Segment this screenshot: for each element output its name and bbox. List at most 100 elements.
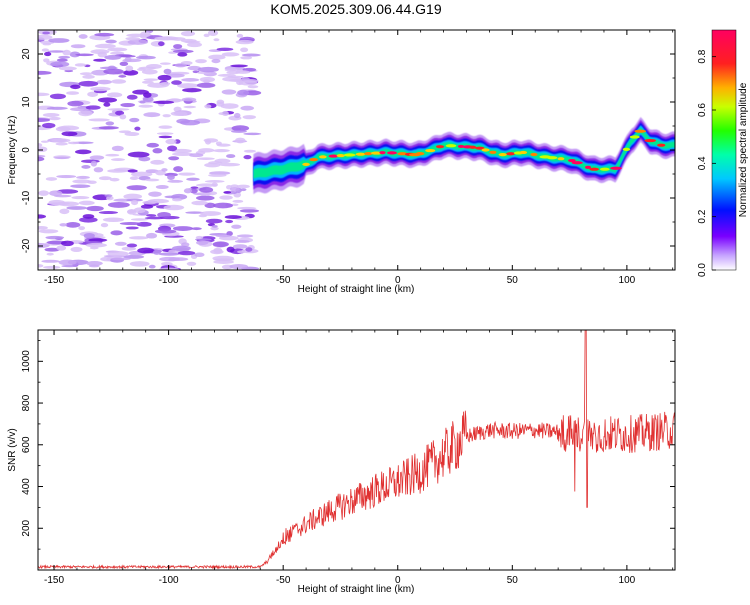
noise-blob — [120, 102, 136, 108]
noise-blob — [102, 217, 125, 222]
noise-blob — [58, 55, 71, 59]
noise-blob — [56, 174, 77, 179]
noise-blob — [124, 56, 132, 63]
noise-blob — [114, 241, 127, 246]
noise-blob — [43, 58, 50, 63]
noise-blob — [80, 159, 100, 163]
ridge-hotspot — [568, 158, 576, 163]
noise-blob — [126, 33, 147, 38]
noise-blob — [87, 180, 97, 185]
noise-blob — [48, 199, 66, 206]
colorbar-tick-label: 0.4 — [697, 156, 708, 170]
noise-blob — [177, 52, 188, 57]
noise-blob — [110, 51, 125, 55]
noise-blob — [90, 49, 110, 55]
noise-blob — [119, 114, 127, 120]
noise-blob — [181, 78, 200, 82]
noise-blob — [125, 37, 140, 41]
noise-blob — [221, 110, 229, 116]
noise-blob — [236, 184, 250, 189]
noise-blob — [78, 110, 93, 117]
noise-blob — [49, 93, 66, 100]
x-tick-label: -50 — [276, 575, 291, 586]
noise-blob — [55, 142, 68, 146]
noise-blob — [167, 145, 178, 152]
ridge-hotspot — [370, 151, 383, 155]
x-tick-label: -100 — [159, 275, 179, 286]
noise-blob — [78, 34, 88, 39]
noise-blob — [107, 251, 129, 257]
ridge-band-1 — [253, 119, 675, 190]
noise-blob — [78, 80, 99, 87]
noise-blob — [98, 126, 119, 130]
colorbar-tick-label: 0.6 — [697, 103, 708, 117]
ridge-hotspot — [599, 167, 610, 171]
noise-blob — [105, 153, 120, 157]
ridge-hotspot — [629, 135, 640, 139]
noise-blob — [62, 49, 71, 56]
noise-blob — [54, 156, 70, 160]
noise-blob — [195, 59, 207, 64]
noise-blob — [231, 224, 242, 229]
noise-blob — [43, 265, 61, 269]
noise-blob — [138, 104, 154, 108]
noise-blob — [118, 74, 127, 78]
noise-blob — [48, 116, 61, 121]
x-tick-label: -150 — [44, 275, 64, 286]
noise-blob — [179, 119, 201, 126]
noise-blob — [107, 201, 130, 208]
snr-background — [38, 330, 675, 570]
x-tick-label: -150 — [44, 575, 64, 586]
noise-blob — [146, 232, 158, 239]
noise-blob — [94, 32, 115, 37]
noise-blob — [226, 154, 236, 159]
noise-blob — [167, 174, 175, 180]
x-tick-label: -100 — [159, 575, 179, 586]
ridge-hotspot — [546, 156, 558, 160]
x-tick-label: 0 — [395, 275, 401, 286]
noise-blob — [38, 143, 43, 147]
colorbar-tick-label: 0.8 — [697, 49, 708, 63]
ridge-hotspot — [457, 144, 465, 149]
noise-blob — [44, 247, 60, 252]
noise-blob — [127, 39, 149, 45]
noise-blob — [42, 113, 60, 117]
noise-blob — [157, 36, 179, 41]
noise-blob — [224, 68, 238, 72]
noise-blob — [158, 41, 165, 47]
noise-blob — [161, 262, 173, 266]
noise-blob — [129, 236, 149, 240]
spectrogram-x-ticks: -150 -100 -50 0 50 100 — [44, 30, 674, 286]
noise-blob — [107, 47, 128, 52]
noise-blob — [148, 264, 156, 269]
noise-blob — [129, 117, 140, 123]
noise-blob — [146, 214, 157, 217]
noise-blob — [110, 257, 131, 261]
noise-blob — [147, 82, 169, 88]
noise-blob — [210, 226, 219, 231]
noise-blob — [46, 106, 68, 110]
noise-blob — [171, 148, 192, 154]
colorbar-label: Normalized spectral amplitude — [738, 82, 749, 217]
noise-blob — [127, 169, 138, 173]
noise-blob — [127, 151, 150, 158]
noise-blob — [67, 100, 84, 107]
noise-blob — [196, 240, 209, 246]
noise-blob — [57, 125, 80, 131]
noise-blob — [243, 149, 257, 153]
y-tick-label: 20 — [21, 48, 32, 60]
noise-blob — [204, 180, 225, 183]
noise-blob — [194, 252, 205, 257]
noise-blob — [233, 112, 241, 119]
noise-blob — [67, 141, 80, 145]
ridge-band-4 — [253, 127, 675, 179]
noise-blob — [105, 39, 117, 44]
noise-blob — [86, 261, 103, 266]
noise-blob — [113, 198, 132, 202]
ridge-hotspot — [319, 155, 327, 159]
colorbar: 0.0 0.2 0.4 0.6 0.8 Normalized spectral ampl… — [697, 29, 749, 277]
snr-x-ticks: -150 -100 -50 0 50 100 — [44, 330, 674, 586]
noise-blob — [190, 186, 199, 189]
noise-blob — [89, 155, 105, 160]
